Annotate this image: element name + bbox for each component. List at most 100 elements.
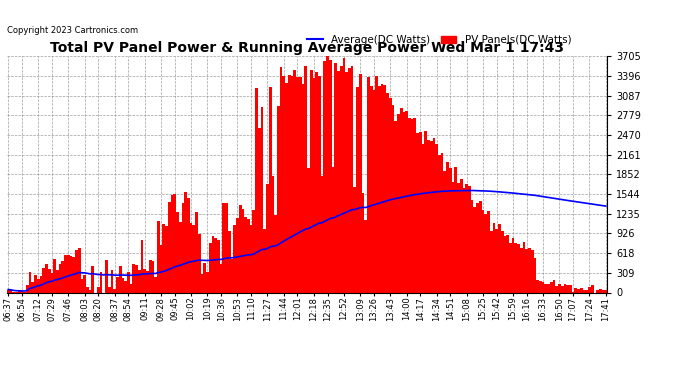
Bar	[299, 77, 302, 292]
Bar	[397, 114, 400, 292]
Bar	[277, 106, 279, 292]
Bar	[525, 249, 528, 292]
Bar	[566, 285, 569, 292]
Bar	[296, 77, 299, 292]
Bar	[498, 224, 501, 292]
Bar	[64, 255, 67, 292]
Bar	[230, 259, 233, 292]
Bar	[468, 186, 471, 292]
Bar	[482, 210, 484, 292]
Bar	[116, 277, 119, 292]
Bar	[604, 291, 607, 292]
Bar	[146, 272, 149, 292]
Bar	[578, 290, 580, 292]
Bar	[155, 277, 157, 292]
Bar	[402, 112, 405, 292]
Bar	[405, 111, 408, 292]
Bar	[37, 279, 39, 292]
Bar	[201, 274, 204, 292]
Bar	[159, 245, 162, 292]
Bar	[83, 275, 86, 292]
Bar	[307, 168, 310, 292]
Bar	[61, 261, 64, 292]
Bar	[449, 168, 452, 292]
Bar	[536, 280, 539, 292]
Bar	[553, 280, 555, 292]
Bar	[138, 270, 141, 292]
Bar	[455, 167, 457, 292]
Bar	[244, 217, 247, 292]
Bar	[250, 225, 253, 292]
Bar	[272, 176, 275, 292]
Text: Copyright 2023 Cartronics.com: Copyright 2023 Cartronics.com	[7, 26, 138, 35]
Bar	[18, 291, 21, 292]
Bar	[522, 242, 525, 292]
Bar	[375, 76, 378, 292]
Bar	[335, 63, 337, 292]
Bar	[364, 220, 367, 292]
Bar	[152, 261, 155, 292]
Bar	[282, 76, 285, 292]
Bar	[204, 263, 206, 292]
Bar	[97, 288, 99, 292]
Bar	[304, 66, 307, 292]
Bar	[462, 188, 465, 292]
Bar	[580, 288, 582, 292]
Bar	[21, 291, 23, 292]
Bar	[26, 285, 29, 292]
Bar	[310, 70, 313, 292]
Bar	[509, 243, 512, 292]
Bar	[446, 162, 449, 292]
Bar	[332, 166, 335, 292]
Bar	[373, 90, 375, 292]
Bar	[547, 284, 550, 292]
Bar	[339, 66, 342, 292]
Bar	[29, 273, 32, 292]
Bar	[86, 287, 89, 292]
Bar	[408, 118, 411, 292]
Bar	[176, 212, 179, 292]
Bar	[422, 144, 424, 292]
Bar	[602, 290, 604, 292]
Bar	[471, 200, 473, 292]
Bar	[157, 221, 159, 292]
Bar	[457, 183, 460, 292]
Bar	[555, 286, 558, 292]
Bar	[452, 183, 455, 292]
Bar	[67, 255, 70, 292]
Bar	[217, 240, 219, 292]
Bar	[531, 250, 533, 292]
Bar	[490, 231, 493, 292]
Bar	[266, 184, 269, 292]
Bar	[433, 138, 435, 292]
Bar	[233, 225, 236, 292]
Bar	[378, 86, 381, 292]
Bar	[121, 278, 124, 292]
Bar	[599, 289, 602, 292]
Bar	[198, 234, 201, 292]
Bar	[219, 264, 222, 292]
Bar	[34, 275, 37, 292]
Bar	[329, 60, 332, 292]
Bar	[10, 290, 12, 292]
Bar	[381, 84, 384, 292]
Bar	[48, 269, 50, 292]
Bar	[318, 76, 321, 292]
Bar	[288, 75, 290, 292]
Bar	[241, 209, 244, 292]
Bar	[53, 259, 56, 292]
Bar	[222, 203, 225, 292]
Bar	[353, 187, 356, 292]
Bar	[337, 70, 339, 292]
Bar	[444, 171, 446, 292]
Bar	[269, 87, 272, 292]
Bar	[518, 244, 520, 292]
Bar	[321, 176, 324, 292]
Bar	[400, 108, 402, 292]
Bar	[351, 66, 353, 292]
Bar	[427, 140, 430, 292]
Bar	[345, 72, 348, 292]
Bar	[473, 207, 476, 292]
Bar	[384, 84, 386, 292]
Bar	[45, 264, 48, 292]
